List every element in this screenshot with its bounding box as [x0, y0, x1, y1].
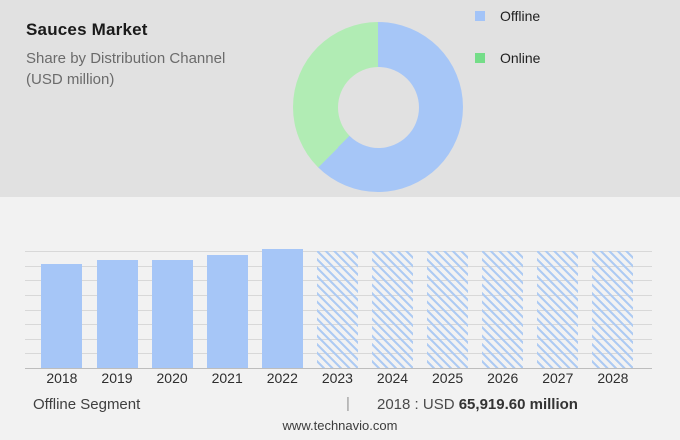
- online-swatch-icon: [475, 53, 485, 63]
- bar-2018: [41, 264, 83, 368]
- bar-2019: [96, 259, 138, 368]
- offline-swatch-icon: [475, 11, 485, 21]
- donut-hole: [337, 66, 419, 148]
- legend-item-offline: Offline: [475, 8, 541, 24]
- x-tick-label-2028: 2028: [597, 370, 629, 386]
- chart-subtitle-line1: Share by Distribution Channel: [26, 50, 226, 67]
- x-tick-label-2019: 2019: [101, 370, 133, 386]
- website-url: www.technavio.com: [282, 418, 398, 433]
- header-block: Sauces Market Share by Distribution Chan…: [26, 20, 276, 90]
- x-tick-label-2025: 2025: [432, 370, 464, 386]
- x-tick-label-2024: 2024: [376, 370, 409, 386]
- legend-label-online: Online: [500, 50, 541, 66]
- footer-row: Offline Segment | 2018 : USD 65,919.60 m…: [0, 395, 680, 416]
- bar-2020: [151, 260, 193, 368]
- highlight-value-bold: 65,919.60 million: [458, 396, 578, 413]
- x-tick-label-2022: 2022: [266, 370, 298, 386]
- bar-2026: [482, 251, 524, 368]
- chart-subtitle-line2: (USD million): [26, 71, 115, 88]
- page-title: Sauces Market: [26, 20, 148, 39]
- legend-label-offline: Offline: [500, 8, 541, 24]
- x-tick-label-2021: 2021: [211, 370, 243, 386]
- donut-legend: Offline Online: [475, 8, 541, 93]
- bar-2024: [372, 251, 413, 368]
- highlight-value: 2018 : USD 65,919.60 million: [377, 396, 578, 413]
- x-axis-labels: 2018 2019 2020 2021 2022 2023 2024 2025 2026 2027…: [25, 370, 652, 388]
- donut-chart: [293, 22, 463, 192]
- x-tick-label-2023: 2023: [321, 370, 353, 386]
- x-tick-label-2020: 2020: [156, 370, 188, 386]
- bar-2023: [316, 251, 358, 368]
- segment-label: Offline Segment: [33, 396, 141, 413]
- highlight-value-prefix: 2018 : USD: [377, 396, 455, 413]
- bar-2022: [261, 249, 303, 368]
- x-tick-label-2026: 2026: [487, 370, 519, 386]
- x-tick-label-2018: 2018: [46, 370, 78, 386]
- bar-2027: [537, 251, 579, 368]
- bar-2025: [427, 251, 469, 368]
- bar-2028: [592, 251, 634, 368]
- bar-plot: [25, 249, 652, 369]
- footer-separator: |: [346, 395, 350, 412]
- bar-2021: [206, 255, 248, 368]
- bar-chart-panel: 2018 2019 2020 2021 2022 2023 2024 2025 2026 2027…: [0, 197, 680, 440]
- legend-item-online: Online: [475, 50, 541, 66]
- x-tick-label-2027: 2027: [542, 370, 574, 386]
- summary-panel: Sauces Market Share by Distribution Chan…: [0, 0, 680, 197]
